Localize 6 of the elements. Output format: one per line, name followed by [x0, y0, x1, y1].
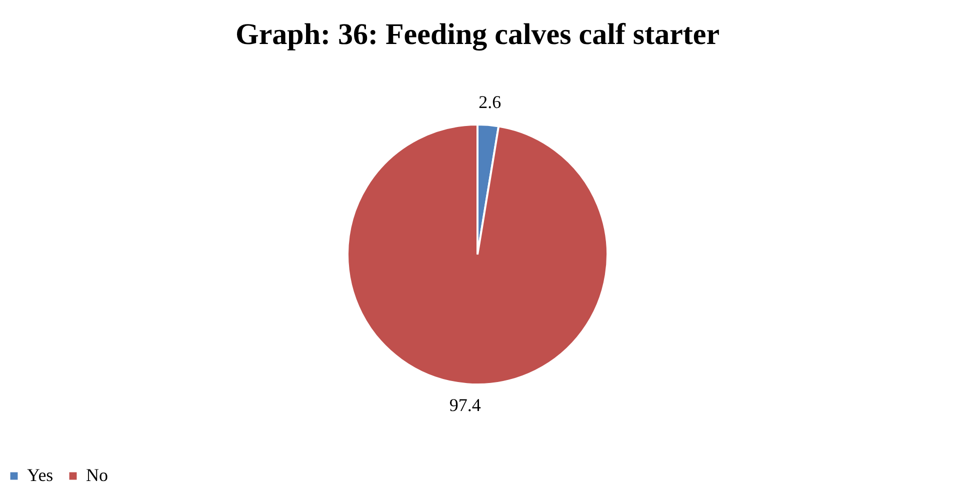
- chart-title: Graph: 36: Feeding calves calf starter: [235, 18, 720, 51]
- legend-label: Yes: [27, 465, 54, 485]
- data-label: 97.4: [449, 394, 481, 415]
- pie-slice: [346, 124, 608, 386]
- data-label: 2.6: [478, 92, 502, 112]
- legend-label: No: [86, 465, 108, 485]
